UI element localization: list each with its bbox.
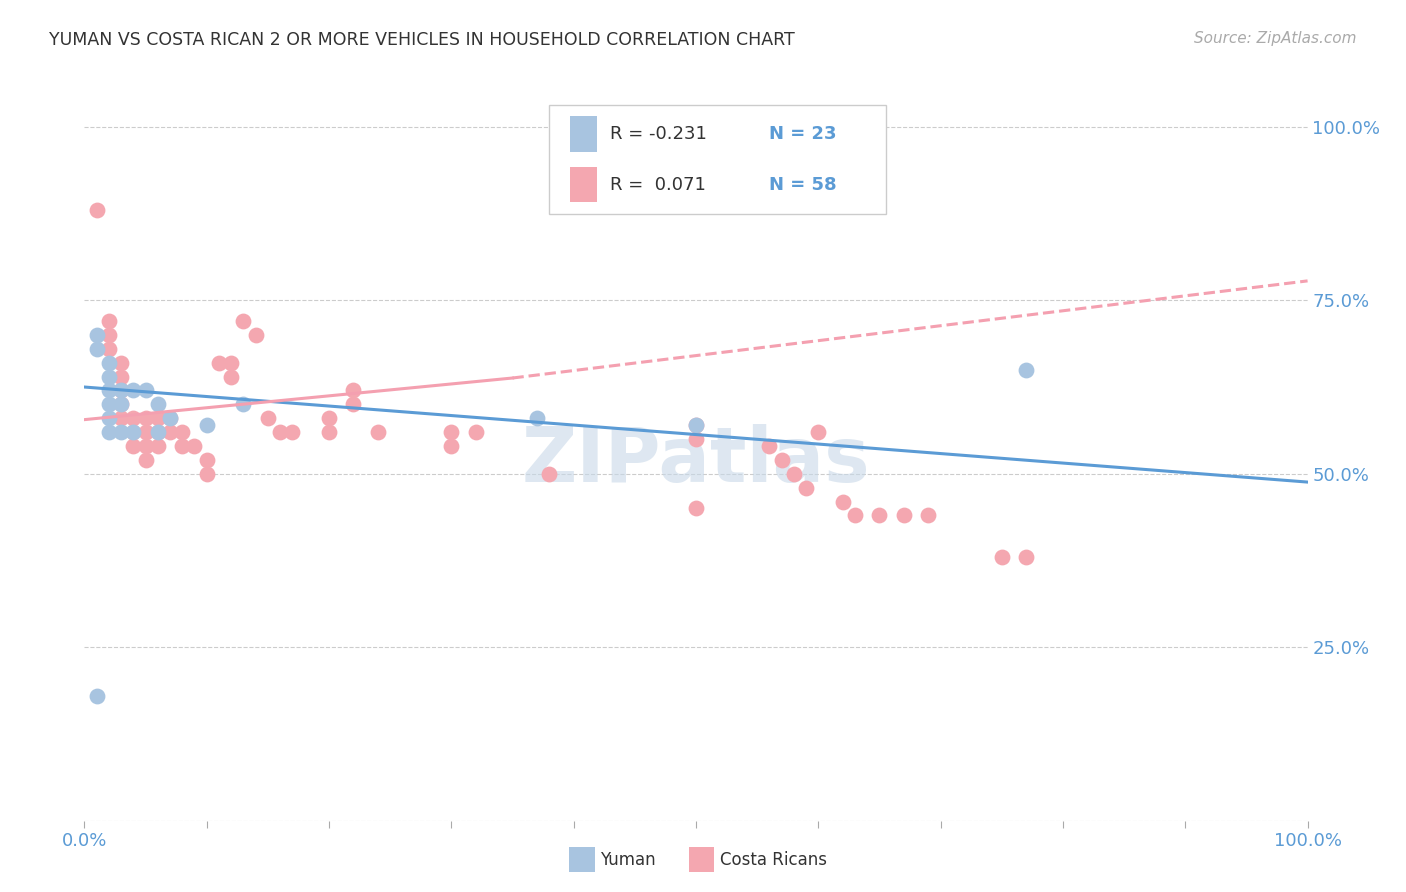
Point — [770, 453, 793, 467]
Point — [440, 425, 463, 439]
Point — [991, 549, 1014, 564]
Point — [831, 494, 853, 508]
Point — [146, 425, 169, 439]
Point — [318, 411, 340, 425]
Point — [685, 418, 707, 433]
FancyBboxPatch shape — [550, 105, 886, 214]
Point — [844, 508, 866, 523]
Point — [146, 411, 169, 425]
Point — [440, 439, 463, 453]
Text: R = -0.231: R = -0.231 — [610, 125, 707, 144]
Point — [110, 384, 132, 398]
Point — [97, 342, 120, 356]
Point — [245, 328, 267, 343]
Point — [219, 356, 242, 370]
Point — [685, 501, 707, 516]
Point — [758, 439, 780, 453]
Text: R =  0.071: R = 0.071 — [610, 176, 706, 194]
FancyBboxPatch shape — [569, 167, 598, 202]
Point — [783, 467, 806, 481]
Point — [232, 314, 254, 328]
Point — [110, 411, 132, 425]
Point — [97, 384, 120, 398]
Point — [97, 356, 120, 370]
Point — [110, 397, 132, 411]
Point — [97, 328, 120, 343]
Point — [807, 425, 830, 439]
Point — [794, 481, 817, 495]
Point — [195, 418, 218, 433]
Point — [122, 384, 145, 398]
Point — [110, 356, 132, 370]
Point — [159, 425, 181, 439]
Point — [342, 384, 364, 398]
Point — [146, 397, 169, 411]
Point — [135, 384, 157, 398]
Point — [97, 369, 120, 384]
Point — [219, 369, 242, 384]
Point — [318, 425, 340, 439]
FancyBboxPatch shape — [569, 116, 598, 153]
Point — [135, 453, 157, 467]
Point — [257, 411, 280, 425]
Point — [122, 439, 145, 453]
Point — [135, 425, 157, 439]
Point — [869, 508, 891, 523]
Text: Yuman: Yuman — [600, 851, 657, 869]
Point — [135, 411, 157, 425]
Point — [367, 425, 389, 439]
Text: Source: ZipAtlas.com: Source: ZipAtlas.com — [1194, 31, 1357, 46]
Point — [685, 418, 707, 433]
Point — [110, 425, 132, 439]
Point — [172, 439, 194, 453]
Point — [232, 397, 254, 411]
Point — [183, 439, 205, 453]
Point — [1015, 362, 1038, 376]
Point — [97, 314, 120, 328]
Point — [97, 425, 120, 439]
Point — [86, 328, 108, 343]
Point — [1015, 549, 1038, 564]
Point — [135, 439, 157, 453]
Point — [538, 467, 561, 481]
Point — [893, 508, 915, 523]
Point — [97, 411, 120, 425]
Point — [86, 203, 108, 218]
Text: N = 23: N = 23 — [769, 125, 837, 144]
Text: YUMAN VS COSTA RICAN 2 OR MORE VEHICLES IN HOUSEHOLD CORRELATION CHART: YUMAN VS COSTA RICAN 2 OR MORE VEHICLES … — [49, 31, 794, 49]
Point — [110, 397, 132, 411]
Point — [526, 411, 548, 425]
Point — [208, 356, 231, 370]
Point — [97, 397, 120, 411]
Text: ZIPatlas: ZIPatlas — [522, 424, 870, 498]
Point — [195, 467, 218, 481]
Point — [195, 453, 218, 467]
Point — [146, 425, 169, 439]
Point — [342, 397, 364, 411]
Point — [159, 411, 181, 425]
Point — [122, 411, 145, 425]
Point — [917, 508, 939, 523]
Point — [122, 425, 145, 439]
Point — [159, 411, 181, 425]
Point — [86, 689, 108, 703]
Point — [122, 425, 145, 439]
Point — [86, 342, 108, 356]
Point — [464, 425, 486, 439]
Point — [172, 425, 194, 439]
Text: Costa Ricans: Costa Ricans — [720, 851, 827, 869]
Point — [110, 384, 132, 398]
Point — [281, 425, 304, 439]
Point — [110, 369, 132, 384]
Text: N = 58: N = 58 — [769, 176, 837, 194]
Point — [269, 425, 291, 439]
Point — [685, 432, 707, 446]
Point — [146, 439, 169, 453]
